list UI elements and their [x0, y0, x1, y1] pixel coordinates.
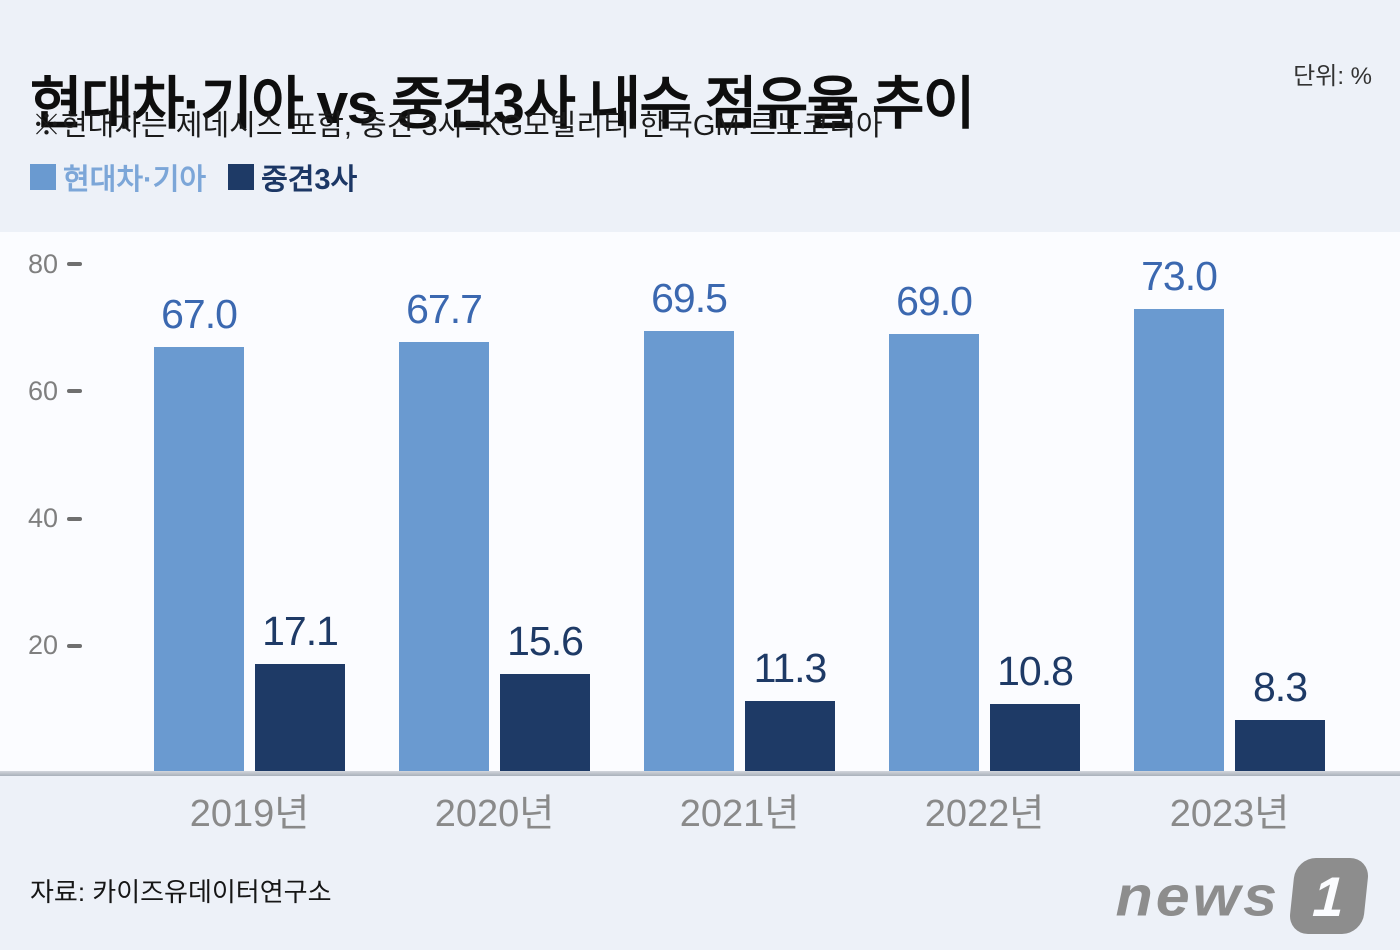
bar-column-hyundai-kia-2021: 69.5	[644, 275, 734, 773]
bar-value-label: 15.6	[507, 618, 584, 664]
bar-value-label: 10.8	[997, 648, 1074, 694]
bar-column-hyundai-kia-2019: 67.0	[154, 291, 244, 773]
legend: 현대차·기아 중견3사	[30, 156, 357, 198]
bar-column-midsize3-2022: 10.8	[990, 648, 1080, 773]
bar-value-label: 67.0	[161, 291, 238, 337]
y-axis-tick-20: 20	[0, 630, 82, 662]
chart-note: ※현대차는 제네시스 포함, 중견 3사=KG모빌리티·한국GM·르노코리아	[32, 110, 883, 142]
bar-group-2019: 67.0 17.1	[154, 0, 345, 773]
news1-logo-badge-icon: 1	[1288, 858, 1370, 934]
page-title: 현대차·기아 vs 중견3사 내수 점유율 추이	[30, 72, 975, 137]
bar-column-hyundai-kia-2023: 73.0	[1134, 253, 1224, 773]
tick-mark-icon	[67, 262, 82, 266]
y-axis-tick-80: 80	[0, 248, 82, 280]
bar-group-2023: 73.0 8.3	[1134, 0, 1325, 773]
legend-swatch-hyundai-kia	[30, 164, 56, 190]
x-axis-label-2020: 2020년	[434, 793, 555, 835]
y-axis-tick-label: 40	[27, 503, 58, 533]
bar-group-2022: 69.0 10.8	[889, 0, 1080, 773]
bar-hyundai-kia-2021	[644, 331, 734, 773]
x-axis-label-2023: 2023년	[1169, 793, 1290, 835]
bar-value-label: 69.0	[896, 278, 973, 324]
bar-value-label: 11.3	[753, 645, 828, 691]
y-axis-tick-label: 80	[27, 248, 58, 279]
source-label: 자료: 카이즈유데이터연구소	[30, 877, 332, 907]
bar-column-hyundai-kia-2020: 67.7	[399, 286, 489, 773]
bar-column-midsize3-2021: 11.3	[745, 645, 835, 773]
x-axis-label-2022: 2022년	[924, 793, 1045, 835]
bar-hyundai-kia-2022	[889, 334, 979, 773]
legend-swatch-midsize3	[228, 164, 255, 190]
bar-value-label: 69.5	[651, 275, 728, 321]
unit-label: 단위: %	[1293, 63, 1372, 90]
bar-group-2021: 69.5 11.3	[644, 0, 835, 773]
y-axis-tick-label: 20	[27, 630, 58, 661]
legend-item-hyundai-kia: 현대차·기아	[30, 156, 206, 198]
bar-midsize3-2019	[255, 664, 345, 773]
news1-logo: news 1	[1115, 858, 1370, 934]
bar-midsize3-2022	[990, 704, 1080, 773]
tick-mark-icon	[67, 389, 82, 394]
bar-column-hyundai-kia-2022: 69.0	[889, 278, 979, 773]
tick-mark-icon	[67, 516, 82, 521]
x-axis-label-2019: 2019년	[189, 793, 310, 835]
bar-value-label: 73.0	[1141, 253, 1218, 299]
bar-midsize3-2021	[745, 701, 835, 773]
bar-group-2020: 67.7 15.6	[399, 0, 590, 773]
bar-column-midsize3-2020: 15.6	[500, 618, 590, 773]
bar-value-label: 17.1	[262, 608, 339, 654]
bar-column-midsize3-2019: 17.1	[255, 608, 345, 773]
x-axis-label-2021: 2021년	[679, 793, 800, 835]
bar-hyundai-kia-2019	[154, 347, 244, 773]
bar-value-label: 8.3	[1253, 664, 1308, 710]
news1-logo-badge-digit: 1	[1311, 864, 1347, 928]
y-axis-tick-40: 40	[0, 503, 82, 535]
legend-item-midsize3: 중견3사	[228, 156, 357, 198]
bar-column-midsize3-2023: 8.3	[1235, 664, 1325, 773]
bar-midsize3-2023	[1235, 720, 1325, 773]
news1-logo-text: news	[1115, 864, 1280, 928]
y-axis-tick-label: 60	[27, 375, 58, 406]
bar-hyundai-kia-2023	[1134, 309, 1224, 773]
y-axis-tick-60: 60	[0, 375, 82, 407]
legend-label-hyundai-kia: 현대차·기아	[63, 164, 207, 196]
tick-mark-icon	[67, 643, 82, 648]
bar-value-label: 67.7	[406, 286, 483, 332]
bar-hyundai-kia-2020	[399, 342, 489, 773]
bar-midsize3-2020	[500, 674, 590, 773]
legend-label-midsize3: 중견3사	[261, 164, 358, 196]
x-axis-line	[0, 771, 1400, 776]
